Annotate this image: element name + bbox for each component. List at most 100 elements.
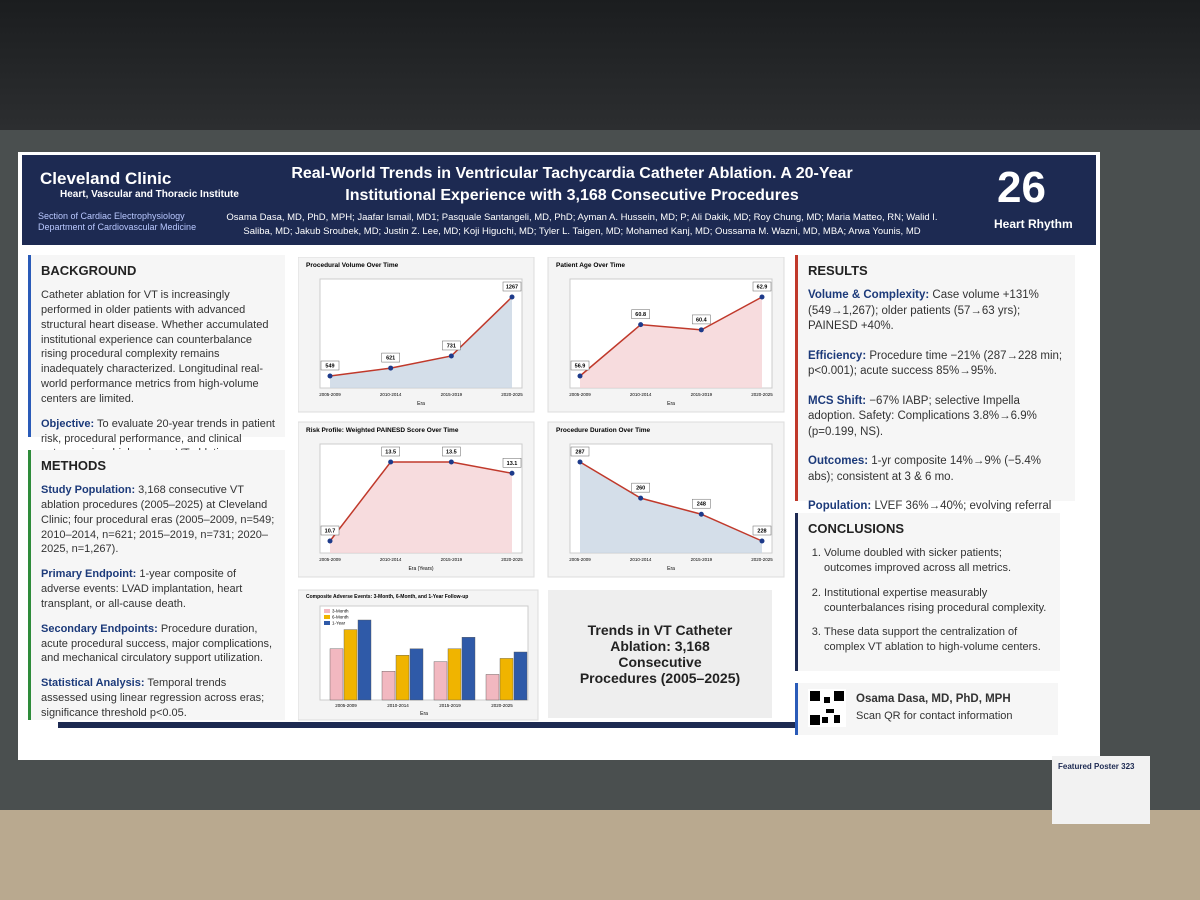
label: Objective: bbox=[41, 417, 95, 430]
contact-panel: Osama Dasa, MD, PhD, MPH Scan QR for con… bbox=[795, 683, 1058, 735]
label-box bbox=[692, 498, 711, 509]
label: Population: bbox=[808, 500, 872, 513]
chart-title: Procedural Volume Over Time bbox=[306, 262, 399, 269]
list: Volume doubled with sicker patients; out… bbox=[808, 546, 1050, 655]
point bbox=[327, 373, 333, 379]
point bbox=[388, 365, 394, 371]
x-tick-label: 2015-2019 bbox=[441, 392, 463, 397]
point bbox=[509, 470, 515, 476]
qr-code bbox=[808, 689, 846, 727]
value-label: 13.1 bbox=[507, 461, 518, 467]
label-box bbox=[320, 525, 340, 536]
x-tick-label: 2015-2019 bbox=[441, 557, 463, 562]
x-tick-label: 2005-2009 bbox=[335, 703, 357, 708]
item: Primary Endpoint: 1-year composite of ad… bbox=[41, 567, 275, 612]
label-box bbox=[381, 446, 400, 457]
bar bbox=[409, 648, 424, 701]
x-axis-label: Era bbox=[417, 401, 425, 407]
value-label: 10.7 bbox=[325, 529, 336, 535]
label: Primary Endpoint: bbox=[41, 568, 137, 581]
point bbox=[759, 294, 765, 300]
x-tick-label: 2010-2014 bbox=[387, 703, 409, 708]
label: Efficiency: bbox=[808, 349, 867, 362]
point bbox=[698, 327, 704, 333]
bar bbox=[513, 651, 528, 701]
point bbox=[638, 322, 644, 328]
point bbox=[509, 294, 515, 300]
item: Outcomes: 1-yr composite 14%→9% (−5.4% a… bbox=[808, 454, 1065, 485]
bar bbox=[329, 648, 344, 701]
section: Section of Cardiac Electrophysiology bbox=[38, 211, 185, 221]
label-box bbox=[570, 446, 590, 457]
area bbox=[580, 297, 762, 388]
label-box bbox=[752, 525, 772, 536]
trend-line bbox=[329, 296, 513, 377]
chart-title: Composite Adverse Events: 3-Month, 6-Mon… bbox=[306, 594, 468, 600]
value-label: 13.5 bbox=[446, 450, 457, 456]
item: Statistical Analysis: Temporal trends as… bbox=[41, 676, 275, 721]
heading: CONCLUSIONS bbox=[808, 521, 905, 536]
department: Department of Cardiovascular Medicine bbox=[38, 222, 197, 232]
label: Study Population: bbox=[41, 484, 136, 496]
value-label: 260 bbox=[636, 486, 645, 492]
value-label: 60.4 bbox=[696, 317, 708, 323]
heading: RESULTS bbox=[808, 263, 868, 278]
area bbox=[580, 462, 762, 553]
text: 1-yr composite 14%→9% (−5.4% abs); consi… bbox=[808, 455, 1041, 483]
trend-line bbox=[579, 296, 763, 377]
label-box bbox=[692, 314, 711, 325]
x-tick-label: 2020-2025 bbox=[491, 703, 513, 708]
center-box: Trends in VT Catheter Ablation: 3,168 Co… bbox=[548, 590, 772, 718]
value-label: 287 bbox=[575, 450, 584, 456]
paragraph: Catheter ablation for VT is increasingly… bbox=[41, 289, 269, 405]
x-tick-label: 2015-2019 bbox=[691, 557, 713, 562]
text: 1-year composite of adverse events: LVAD… bbox=[41, 568, 243, 610]
value-label: 62.9 bbox=[757, 285, 768, 291]
label-box bbox=[442, 340, 461, 351]
value-label: 60.8 bbox=[635, 312, 646, 318]
text: 3,168 consecutive VT ablation procedures… bbox=[41, 484, 275, 556]
label: Statistical Analysis: bbox=[41, 677, 145, 690]
title: Real-World Trends in Ventricular Tachyca… bbox=[291, 165, 853, 204]
legend-label: 6-Month bbox=[332, 615, 349, 620]
value-label: 248 bbox=[697, 502, 706, 508]
label-box bbox=[631, 309, 650, 319]
methods-panel: METHODS Study Population: 3,168 consecut… bbox=[28, 450, 285, 720]
bar bbox=[395, 655, 410, 701]
bar bbox=[433, 661, 448, 701]
ceiling bbox=[0, 0, 1200, 130]
label-box bbox=[502, 458, 522, 468]
label-box bbox=[570, 360, 590, 371]
label-box bbox=[752, 281, 772, 292]
value-label: 56.9 bbox=[575, 364, 586, 370]
contact-name: Osama Dasa, MD, PhD, MPH bbox=[856, 693, 1011, 705]
point bbox=[448, 459, 454, 465]
x-tick-label: 2010-2014 bbox=[630, 392, 652, 397]
area bbox=[330, 297, 512, 388]
chart-title: Patient Age Over Time bbox=[556, 262, 625, 269]
text: Temporal trends assessed using linear re… bbox=[41, 677, 265, 719]
bar bbox=[343, 629, 358, 701]
point bbox=[698, 511, 704, 517]
area bbox=[330, 462, 512, 553]
label-box bbox=[442, 446, 461, 457]
brand-number: 26 bbox=[997, 163, 1046, 212]
legend-swatch bbox=[324, 609, 330, 613]
bar bbox=[499, 658, 514, 701]
value-label: 13.5 bbox=[385, 450, 396, 456]
label: Outcomes: bbox=[808, 455, 869, 468]
bar bbox=[357, 619, 372, 701]
point bbox=[448, 353, 454, 359]
legend-label: 1-Year bbox=[332, 621, 346, 626]
poster: Cleveland Clinic Heart, Vascular and Tho… bbox=[18, 152, 1100, 760]
point bbox=[577, 459, 583, 465]
trend-line bbox=[579, 461, 763, 542]
point bbox=[388, 459, 394, 465]
text: Case volume +131% (549→1,267); older pat… bbox=[808, 289, 1039, 333]
x-axis-label: Era bbox=[667, 401, 675, 407]
point bbox=[638, 495, 644, 501]
label: Secondary Endpoints: bbox=[41, 622, 158, 635]
x-tick-label: 2020-2025 bbox=[751, 557, 773, 562]
text: Procedure time −21% (287→228 min; p<0.00… bbox=[808, 349, 1063, 378]
point bbox=[577, 373, 583, 379]
